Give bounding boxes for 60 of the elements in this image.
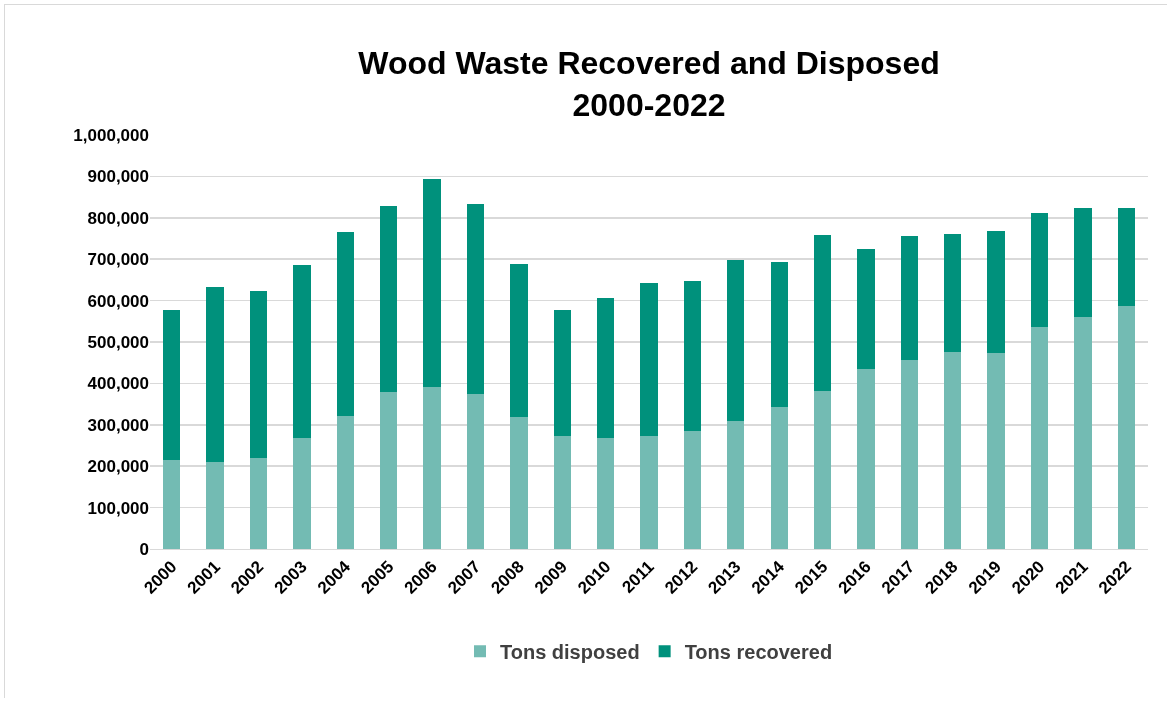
bar — [553, 310, 571, 437]
bar — [1074, 207, 1092, 317]
bar — [1030, 212, 1049, 328]
bar — [596, 297, 615, 439]
bar — [206, 462, 224, 549]
y-tick-label: 200,000 — [87, 457, 149, 477]
bar — [640, 435, 658, 549]
bar — [727, 260, 745, 421]
y-tick-label: 100,000 — [87, 498, 149, 518]
y-tick-label: 800,000 — [87, 208, 149, 228]
bar — [466, 393, 485, 549]
bar — [510, 417, 528, 549]
bar — [596, 438, 615, 549]
bar — [1074, 316, 1092, 549]
y-tick-label: 600,000 — [87, 291, 149, 311]
bar — [683, 431, 702, 549]
y-tick-label: 900,000 — [87, 167, 149, 187]
bar — [249, 291, 268, 458]
bar — [900, 359, 919, 549]
bar — [293, 264, 311, 439]
bar — [813, 390, 832, 549]
bar — [813, 234, 832, 391]
bar — [900, 236, 919, 360]
chart-title: Wood Waste Recovered and Disposed 2000-2022 — [358, 45, 940, 123]
bar — [770, 262, 788, 407]
bar — [293, 438, 311, 549]
bar — [987, 230, 1005, 354]
y-tick-label: 700,000 — [87, 250, 149, 270]
bar — [857, 249, 875, 370]
y-tick-label: 1,000,000 — [73, 125, 149, 145]
bar — [336, 231, 354, 416]
bar — [466, 203, 485, 394]
bar — [379, 206, 398, 392]
bar — [944, 233, 962, 353]
bar — [683, 280, 702, 432]
bar — [770, 407, 788, 549]
bar — [1117, 207, 1135, 306]
y-tick-label: 500,000 — [87, 332, 149, 352]
bar — [423, 387, 441, 549]
bar — [379, 391, 398, 549]
bar — [336, 415, 354, 549]
bar — [857, 369, 875, 549]
bar — [640, 282, 658, 436]
bar — [1030, 327, 1049, 549]
bar — [206, 286, 224, 463]
bar — [510, 263, 528, 418]
y-tick-label: 0 — [139, 539, 149, 559]
bar — [423, 178, 441, 388]
legend-label: Tons recovered — [684, 641, 833, 664]
bar — [249, 457, 268, 549]
bar — [163, 310, 181, 460]
y-tick-label: 300,000 — [87, 415, 149, 435]
legend-label: Tons disposed — [500, 641, 640, 664]
bar — [1117, 305, 1135, 549]
bar — [553, 436, 571, 549]
bar — [163, 459, 181, 549]
bar — [987, 353, 1005, 549]
bar — [944, 352, 962, 549]
bar — [727, 420, 745, 549]
y-tick-label: 400,000 — [87, 374, 149, 394]
